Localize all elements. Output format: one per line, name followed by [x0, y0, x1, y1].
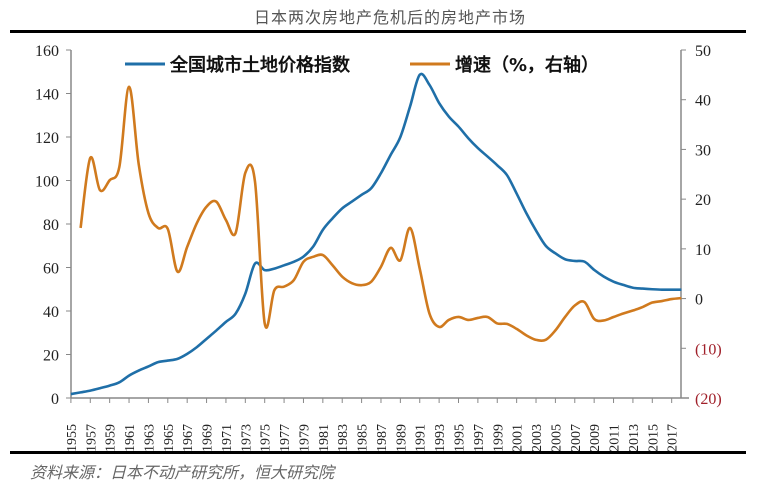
right-tick-label: 20	[695, 192, 711, 209]
x-tick-label: 1975	[259, 424, 274, 452]
x-tick-label: 1991	[414, 424, 429, 452]
x-tick-label: 1957	[84, 424, 99, 452]
right-tick-label: 40	[695, 93, 711, 110]
x-tick-label: 1999	[491, 424, 506, 452]
x-tick-label: 2013	[627, 424, 642, 452]
source-note: 资料来源：日本不动产研究所，恒大研究院	[30, 463, 335, 482]
x-tick-label: 1961	[123, 424, 138, 452]
x-tick-label: 1993	[433, 424, 448, 452]
legend-label: 全国城市土地价格指数	[169, 54, 351, 76]
x-tick-label: 2011	[608, 424, 623, 451]
legend-label: 增速（%，右轴）	[455, 54, 599, 76]
top-rule	[10, 30, 746, 33]
x-tick-label: 2005	[549, 424, 564, 452]
x-tick-label: 1971	[220, 424, 235, 452]
x-tick-label: 1997	[472, 424, 487, 452]
x-tick-label: 2003	[530, 424, 545, 452]
left-tick-label: 100	[35, 174, 59, 191]
x-tick-label: 2015	[646, 424, 661, 452]
left-tick-label: 60	[43, 261, 59, 278]
x-tick-label: 1963	[142, 424, 157, 452]
right-tick-label: (20)	[695, 391, 722, 408]
left-tick-label: 20	[43, 348, 59, 365]
x-tick-label: 1959	[104, 424, 119, 452]
right-tick-label: 10	[695, 242, 711, 259]
x-tick-label: 2007	[569, 424, 584, 452]
x-tick-label: 1965	[162, 424, 177, 452]
x-tick-label: 1989	[394, 424, 409, 452]
x-tick-label: 1979	[297, 424, 312, 452]
x-tick-label: 2009	[588, 424, 603, 452]
x-tick-label: 1981	[317, 424, 332, 452]
x-tick-label: 1995	[453, 424, 468, 452]
x-tick-label: 1987	[375, 424, 390, 452]
x-tick-label: 1969	[201, 424, 216, 452]
right-tick-label: 30	[695, 142, 711, 159]
right-tick-label: 0	[695, 292, 703, 309]
growth-rate-line	[79, 85, 682, 343]
right-tick-label: 50	[695, 43, 711, 60]
left-tick-label: 0	[51, 391, 59, 408]
left-tick-label: 80	[43, 217, 59, 234]
x-tick-label: 1967	[181, 424, 196, 452]
x-tick-label: 1955	[65, 424, 80, 452]
right-tick-label: (10)	[695, 341, 722, 358]
land-price-index-line	[70, 72, 682, 396]
x-tick-label: 1985	[356, 424, 371, 452]
left-tick-label: 120	[35, 130, 59, 147]
x-tick-label: 2001	[511, 424, 526, 452]
x-tick-label: 2017	[666, 424, 681, 452]
x-tick-label: 1977	[278, 424, 293, 452]
bottom-rule	[10, 451, 746, 454]
x-tick-label: 1983	[336, 424, 351, 452]
x-tick-label: 1973	[239, 424, 254, 452]
left-tick-label: 140	[35, 87, 59, 104]
chart-title: 日本两次房地产危机后的房地产市场	[253, 8, 526, 27]
left-tick-label: 40	[43, 304, 59, 321]
left-tick-label: 160	[35, 43, 59, 60]
